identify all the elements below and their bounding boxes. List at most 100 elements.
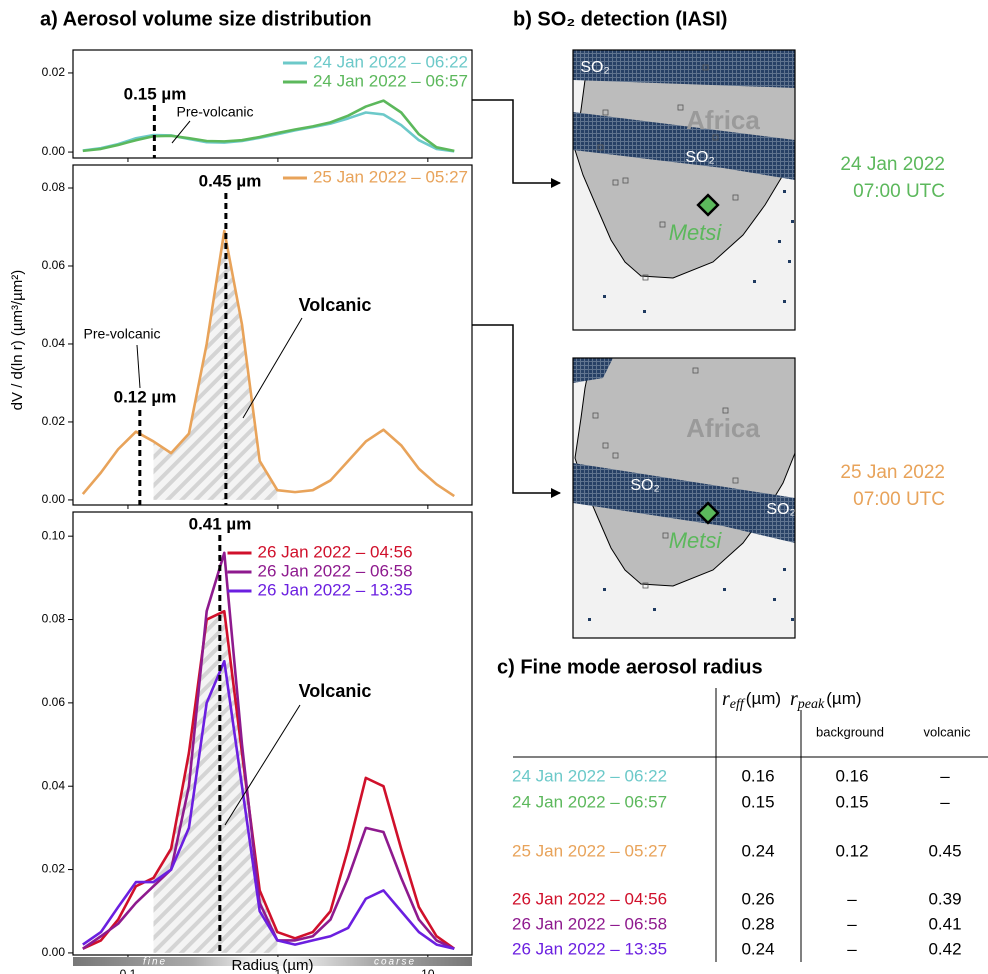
annotation-leader: [136, 344, 141, 389]
table-cell: 0.12: [835, 841, 868, 860]
series-line: [82, 99, 455, 153]
station: [612, 179, 619, 186]
series-line: [82, 609, 456, 950]
y-tick-label: 0.10: [42, 528, 66, 542]
volcanic-shade: [153, 230, 278, 500]
so2-pixel: [791, 220, 794, 223]
so2-pixel: [603, 588, 606, 591]
table-cell: 0.42: [928, 939, 961, 958]
map: Africa SO₂ SO₂ Metsi: [572, 49, 796, 331]
so2-pixel: [643, 310, 646, 313]
annotation: Pre-volcanic: [176, 104, 253, 120]
station: [662, 532, 669, 539]
so2-pixel: [588, 618, 591, 621]
plume-label: SO₂: [580, 59, 609, 76]
so2-pixel: [773, 598, 776, 601]
region-label: Africa: [686, 413, 760, 443]
annotation: Volcanic: [299, 681, 372, 701]
peak-label: 0.45 µm: [199, 171, 262, 190]
y-tick-label: 0.00: [42, 492, 66, 506]
row-label: 25 Jan 2022 – 05:27: [512, 841, 667, 860]
y-tick-label: 0.02: [42, 862, 66, 876]
annotation-leader: [224, 704, 301, 826]
column-header: rpeak (µm): [790, 688, 862, 713]
y-tick-label: 0.08: [42, 612, 66, 626]
station: [612, 452, 619, 459]
so2-pixel: [723, 588, 726, 591]
station: [722, 407, 729, 414]
y-axis-label: dV / d(ln r) (µm³/µm²): [9, 270, 26, 411]
table-cell: –: [847, 939, 857, 958]
subcolumn-header: volcanic: [924, 724, 971, 739]
map-frame: [572, 49, 796, 331]
row-label: 26 Jan 2022 – 13:35: [512, 939, 667, 958]
plume-label: SO₂: [766, 501, 795, 518]
series-line: [81, 229, 455, 498]
station: [732, 477, 739, 484]
table-cell: –: [940, 792, 950, 811]
site-label: Metsi: [669, 528, 723, 553]
peak-label: 0.12 µm: [114, 387, 177, 406]
legend-label: 26 Jan 2022 – 13:35: [258, 580, 413, 599]
region-label: fine: [143, 957, 167, 968]
panel-title: c) Fine mode aerosol radius: [497, 656, 763, 678]
map-date: 25 Jan 2022: [840, 462, 945, 483]
table-cell: 0.26: [741, 889, 774, 908]
map-frame: [572, 357, 796, 639]
station: [692, 367, 699, 374]
station: [732, 194, 739, 201]
table-cell: –: [940, 766, 950, 785]
table-cell: 0.16: [835, 766, 868, 785]
station: [642, 582, 649, 589]
y-tick-label: 0.08: [42, 180, 66, 194]
station: [712, 134, 719, 141]
volcanic-shade: [153, 611, 278, 953]
station: [702, 64, 709, 71]
fine-coarse-bar: [73, 957, 472, 966]
map-date: 24 Jan 2022: [840, 154, 945, 175]
plot-frame: [72, 164, 473, 506]
table-cell: 0.39: [928, 889, 961, 908]
region-label: coarse: [374, 957, 416, 968]
panel-title: a) Aerosol volume size distribution: [40, 8, 372, 30]
legend-label: 24 Jan 2022 – 06:57: [313, 71, 468, 90]
so2-pixel: [788, 260, 791, 263]
panel-title: b) SO₂ detection (IASI): [513, 8, 727, 30]
station: [677, 104, 684, 111]
station: [642, 274, 649, 281]
table-cell: 0.28: [741, 914, 774, 933]
row-label: 24 Jan 2022 – 06:57: [512, 792, 667, 811]
row-label: 24 Jan 2022 – 06:22: [512, 766, 667, 785]
station: [592, 412, 599, 419]
legend-label: 24 Jan 2022 – 06:22: [313, 52, 468, 71]
station: [597, 144, 604, 151]
legend-label: 26 Jan 2022 – 06:58: [258, 561, 413, 580]
map-time: 07:00 UTC: [853, 489, 945, 510]
region-label: Africa: [686, 105, 760, 135]
x-tick-label: 1: [275, 967, 282, 974]
table-cell: –: [847, 889, 857, 908]
site-label: Metsi: [669, 220, 723, 245]
annotation: Pre-volcanic: [83, 326, 160, 342]
series-line: [82, 111, 455, 153]
so2-plume: [573, 358, 613, 383]
so2-pixel: [753, 280, 756, 283]
y-tick-label: 0.02: [42, 65, 66, 79]
arrow: [472, 324, 561, 498]
so2-pixel: [778, 240, 781, 243]
plot-frame: [72, 49, 473, 159]
legend-label: 26 Jan 2022 – 04:56: [258, 542, 413, 561]
so2-pixel: [783, 300, 786, 303]
annotation: Volcanic: [299, 295, 372, 315]
station: [622, 177, 629, 184]
y-tick-label: 0.06: [42, 695, 66, 709]
so2-plume: [573, 50, 795, 88]
y-tick-label: 0.04: [42, 778, 66, 792]
column-header: reff (µm): [722, 688, 781, 713]
y-tick-label: 0.00: [42, 945, 66, 959]
site-marker: [696, 193, 720, 217]
y-tick-label: 0.04: [42, 336, 66, 350]
row-label: 26 Jan 2022 – 06:58: [512, 914, 667, 933]
